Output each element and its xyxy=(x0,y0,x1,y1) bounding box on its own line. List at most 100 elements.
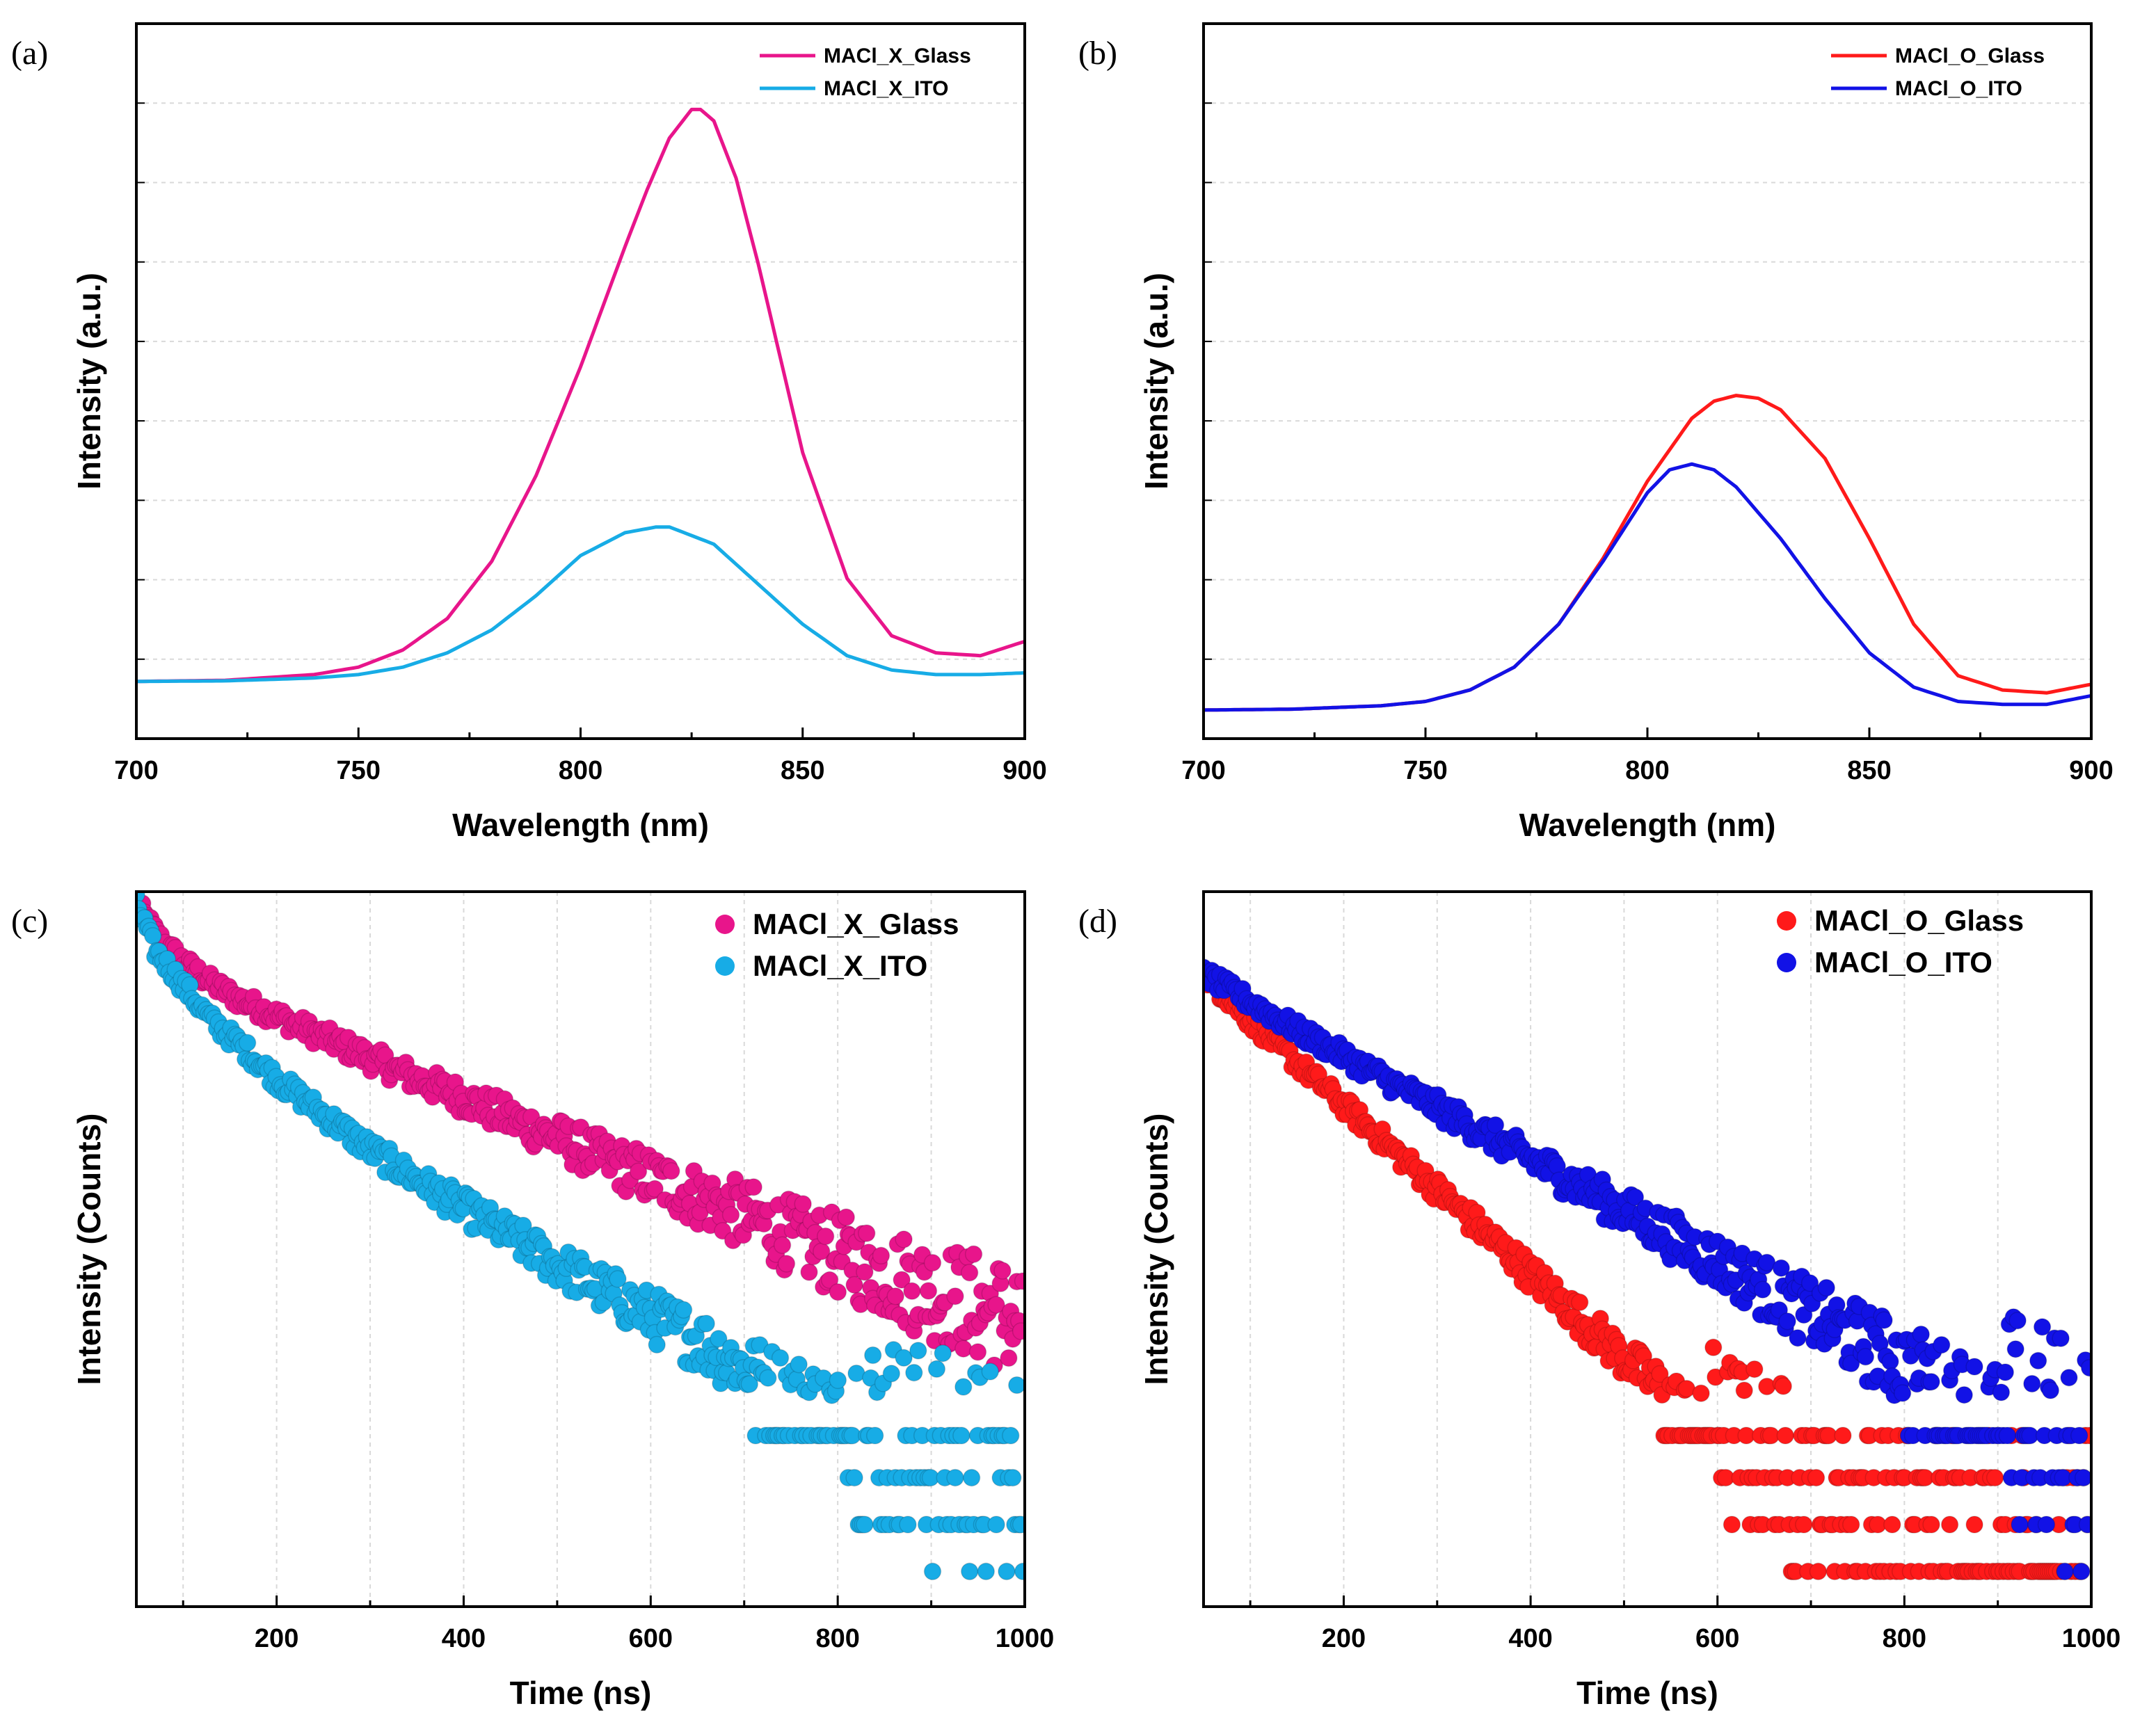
data-point xyxy=(710,1330,728,1348)
data-point xyxy=(1986,1468,2004,1487)
data-point xyxy=(721,1205,740,1224)
data-point xyxy=(1955,1385,1974,1404)
data-point xyxy=(2033,1318,2052,1336)
data-point xyxy=(1704,1338,1723,1357)
data-point xyxy=(998,1562,1016,1581)
legend-label: MACl_O_ITO xyxy=(1895,77,2022,100)
data-point xyxy=(1883,1516,1901,1534)
data-point xyxy=(858,1224,876,1242)
x-tick-label: 200 xyxy=(1322,1624,1366,1653)
data-point xyxy=(954,1378,973,1396)
data-point xyxy=(771,1349,790,1367)
data-point xyxy=(744,1178,762,1196)
data-point xyxy=(1789,1328,1807,1347)
x-tick-label: 400 xyxy=(442,1624,486,1653)
data-point xyxy=(952,1426,970,1445)
data-point xyxy=(662,1162,680,1180)
data-point xyxy=(2037,1516,2056,1534)
legend-label: MACl_X_ITO xyxy=(824,77,949,100)
x-tick-label: 600 xyxy=(1695,1624,1739,1653)
data-point xyxy=(1571,1293,1589,1312)
data-point xyxy=(777,1255,796,1273)
data-point xyxy=(2074,1468,2091,1487)
plot-area xyxy=(1204,394,2091,712)
data-point xyxy=(2006,1340,2024,1358)
data-point xyxy=(1912,1325,1931,1344)
data-point xyxy=(856,1263,874,1281)
data-point xyxy=(899,1516,917,1534)
series-line-MACl_X_ITO xyxy=(136,525,1025,684)
x-tick-label: 900 xyxy=(2069,756,2113,785)
data-point xyxy=(648,1335,666,1354)
x-tick-label: 850 xyxy=(1847,756,1891,785)
plot-frame xyxy=(135,22,1026,740)
data-point xyxy=(1692,1384,1710,1402)
x-tick-label: 1000 xyxy=(996,1624,1055,1653)
x-tick-label: 800 xyxy=(1625,756,1669,785)
data-point xyxy=(2011,1516,2029,1534)
data-point xyxy=(1735,1381,1753,1399)
y-axis-title: Intensity (a.u.) xyxy=(71,273,107,490)
plot-area xyxy=(136,892,1025,1581)
plot-area xyxy=(136,107,1025,684)
data-point xyxy=(1774,1377,1793,1395)
data-point xyxy=(1809,1562,1828,1581)
plot-frame xyxy=(1202,22,2093,740)
legend-swatch xyxy=(715,915,735,934)
data-point xyxy=(845,1468,863,1487)
legend-swatch xyxy=(1777,911,1796,931)
data-point xyxy=(1817,1278,1836,1297)
data-point xyxy=(1007,1376,1025,1395)
data-point xyxy=(1965,1516,1983,1534)
x-tick-label: 800 xyxy=(559,756,602,785)
data-point xyxy=(1834,1426,1852,1445)
data-point xyxy=(2080,1358,2091,1377)
data-point xyxy=(903,1282,921,1301)
legend-swatch xyxy=(1777,953,1796,972)
data-point xyxy=(759,1369,777,1387)
legend-label: MACl_X_Glass xyxy=(753,908,959,940)
data-point xyxy=(800,1263,818,1281)
data-point xyxy=(882,1365,901,1383)
x-axis-title: Wavelength (nm) xyxy=(452,807,709,843)
data-point xyxy=(1651,1365,1669,1383)
data-point xyxy=(697,1315,715,1333)
data-point xyxy=(1772,1259,1791,1277)
series-MACl_X_Glass xyxy=(136,892,1025,1374)
data-point xyxy=(960,1264,979,1282)
data-point xyxy=(136,892,145,904)
data-point xyxy=(2029,1351,2047,1370)
data-point xyxy=(1940,1516,1959,1534)
data-point xyxy=(1000,1349,1018,1367)
x-tick-label: 200 xyxy=(255,1624,298,1653)
y-axis-title: Intensity (Counts) xyxy=(1138,1114,1174,1385)
data-point xyxy=(1723,1516,1741,1534)
data-point xyxy=(1776,1426,1795,1445)
legend: MACl_X_Glass MACl_X_ITO xyxy=(760,45,971,100)
x-tick-label: 400 xyxy=(1508,1624,1552,1653)
legend-label: MACl_X_Glass xyxy=(824,45,971,67)
data-point xyxy=(1795,1516,1813,1534)
data-point xyxy=(1753,1280,1772,1299)
data-point xyxy=(2060,1368,2078,1387)
data-point xyxy=(1965,1358,1983,1376)
x-tick-label: 850 xyxy=(781,756,824,785)
data-point xyxy=(238,1034,257,1052)
data-point xyxy=(1004,1468,1022,1487)
data-point xyxy=(865,1426,884,1445)
data-point xyxy=(1745,1360,1764,1379)
chart-panel-0: 700 750 800 850 900 Wavelength (nm) Intensity … xyxy=(11,22,1047,843)
data-point xyxy=(1856,1348,1875,1366)
data-point xyxy=(923,1253,942,1272)
data-point xyxy=(954,1340,973,1358)
data-point xyxy=(2056,1562,2074,1581)
data-point xyxy=(1998,1426,2017,1445)
data-point xyxy=(1014,1562,1025,1581)
x-axis-title: Time (ns) xyxy=(1576,1675,1718,1711)
data-point xyxy=(1922,1372,1940,1391)
data-point xyxy=(960,1562,979,1581)
x-axis-title: Time (ns) xyxy=(510,1675,652,1711)
legend-swatch xyxy=(715,956,735,976)
data-point xyxy=(1996,1363,2015,1381)
